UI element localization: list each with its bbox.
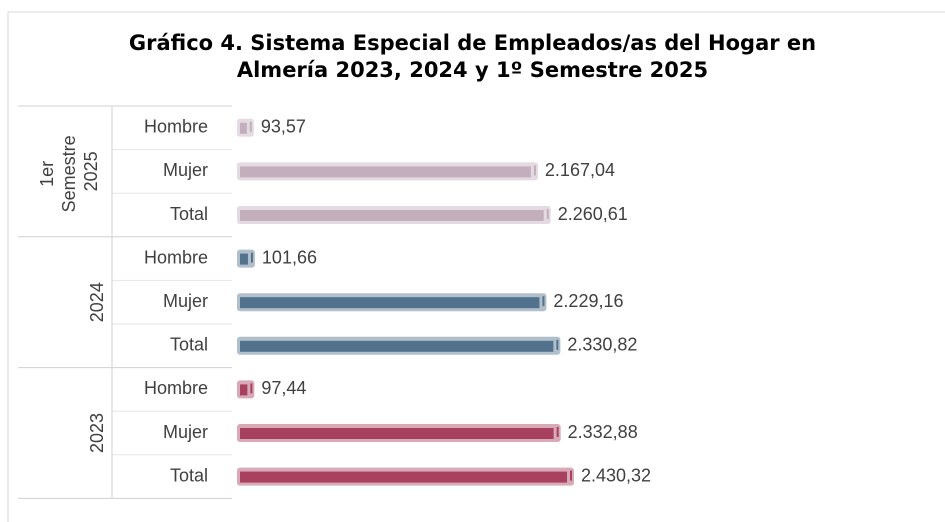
bar-cap <box>542 296 545 307</box>
bar-inner <box>240 210 544 221</box>
value-label: 2.260,61 <box>558 204 628 224</box>
bar-cap <box>249 121 252 132</box>
bar <box>237 206 551 224</box>
title-box: Gráfico 4. Sistema Especial de Empleados… <box>128 31 817 82</box>
value-label: 2.229,16 <box>553 291 623 311</box>
category-label: Mujer <box>163 291 208 311</box>
bar <box>237 118 254 137</box>
bar-inner <box>240 166 531 178</box>
category-label: Hombre <box>144 117 208 137</box>
bar-cap <box>533 165 536 176</box>
group-label: 1er Semestre 2025 <box>37 130 101 212</box>
bar-inner <box>240 253 248 265</box>
bar <box>237 467 574 486</box>
value-label: 2.332,88 <box>568 422 638 442</box>
bar <box>237 249 255 268</box>
bar-cap <box>570 470 572 481</box>
bar <box>237 336 561 355</box>
value-label: 101,66 <box>262 247 317 267</box>
value-label: 97,44 <box>261 378 306 398</box>
value-label: 2.330,82 <box>567 335 637 355</box>
bar <box>237 424 561 442</box>
group-label: 2023 <box>87 413 107 453</box>
bar-inner <box>240 122 247 134</box>
chart-title: Gráfico 4. Sistema Especial de Empleados… <box>128 31 817 82</box>
category-label: Total <box>170 335 208 355</box>
category-label: Mujer <box>163 422 208 442</box>
group-label: 2024 <box>87 282 107 322</box>
bar-inner <box>240 297 540 309</box>
bar-cap <box>556 339 559 350</box>
bar-inner <box>240 340 554 352</box>
bar <box>237 293 547 312</box>
bar-cap <box>556 427 559 437</box>
category-label: Total <box>170 465 208 485</box>
value-label: 2.167,04 <box>545 160 615 180</box>
bar-cap <box>250 383 253 394</box>
frame <box>7 11 945 522</box>
category-label: Hombre <box>144 378 208 398</box>
bar-inner <box>240 384 248 396</box>
bar <box>237 380 255 399</box>
bar <box>237 162 538 181</box>
bar-inner <box>240 471 567 483</box>
category-label: Hombre <box>144 247 208 267</box>
bar-inner <box>240 428 554 439</box>
value-label: 2.430,32 <box>581 465 651 485</box>
value-label: 93,57 <box>261 117 306 137</box>
category-label: Total <box>170 204 208 224</box>
bar-cap <box>250 252 253 263</box>
bar-cap <box>546 209 549 219</box>
category-label: Mujer <box>163 160 208 180</box>
